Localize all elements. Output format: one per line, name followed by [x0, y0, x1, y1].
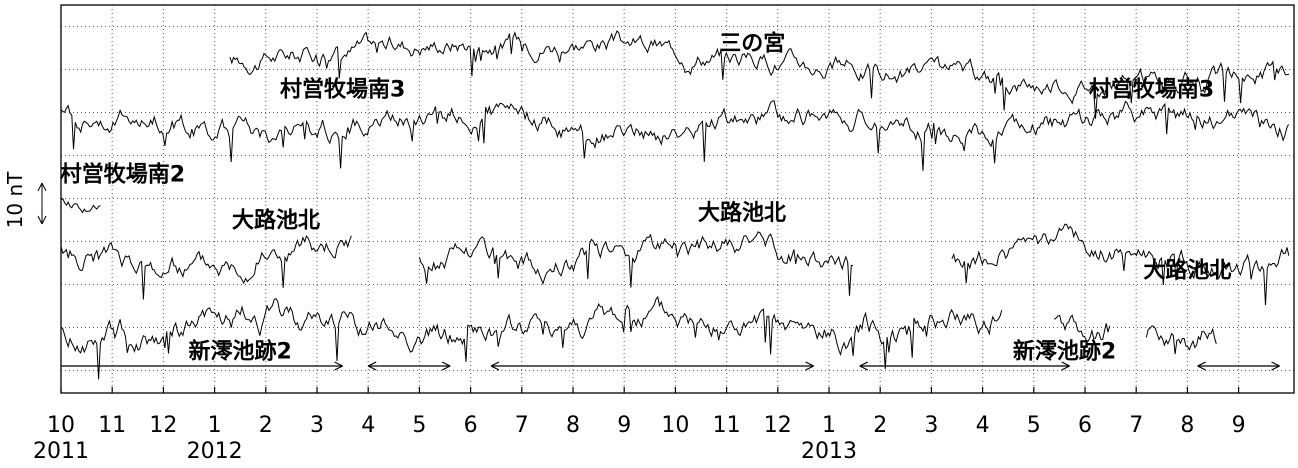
span-arrowhead-right [441, 361, 451, 371]
span-arrowhead-right [1061, 361, 1070, 371]
series-trace [951, 223, 1290, 306]
x-tick-label: 12 [764, 413, 792, 438]
x-tick-label: 3 [924, 413, 938, 438]
station-label: 新澪池跡2 [1013, 338, 1116, 364]
span-arrowhead-left [490, 361, 500, 371]
x-tick-label: 1 [208, 413, 222, 438]
x-tick-label: 11 [713, 413, 741, 438]
x-tick-label: 4 [976, 413, 990, 438]
station-label: 大路池北 [698, 200, 786, 226]
station-label: 村営牧場南2 [60, 161, 185, 187]
span-arrowhead-right [334, 361, 343, 371]
x-tick-label: 4 [361, 413, 375, 438]
series-trace [1054, 314, 1111, 342]
station-label: 新澪池跡2 [189, 338, 292, 364]
x-tick-label: 5 [1027, 413, 1041, 438]
span-arrowhead-right [1271, 361, 1280, 371]
series-trace [60, 197, 101, 214]
series-trace [60, 295, 1003, 380]
observation-spans [61, 361, 1280, 371]
x-tick-label: 10 [47, 413, 75, 438]
y-axis-label: 10 nT [3, 171, 27, 228]
plot-frame [60, 4, 1295, 394]
x-tick-label: 3 [310, 413, 324, 438]
x-tick-label: 7 [1129, 413, 1143, 438]
station-label: 大路池北 [232, 207, 320, 233]
station-label: 三の宮 [719, 30, 785, 56]
x-tick-label: 11 [98, 413, 126, 438]
x-tick-label: 8 [1180, 413, 1194, 438]
traces [60, 30, 1290, 380]
span-arrowhead-right [805, 361, 814, 371]
grid [61, 5, 1294, 393]
x-tick-label: 12 [149, 413, 177, 438]
x-tick-label: 9 [1232, 413, 1246, 438]
x-tick-label: 2 [873, 413, 887, 438]
x-tick-label: 1 [822, 413, 836, 438]
x-tick-label: 10 [661, 413, 689, 438]
station-label: 大路池北 [1143, 258, 1231, 284]
x-tick-label: 5 [412, 413, 426, 438]
series-trace [60, 100, 1289, 171]
year-label: 2012 [187, 439, 243, 464]
x-tick-label: 9 [617, 413, 631, 438]
span-arrowhead-left [1197, 361, 1206, 371]
year-label: 2013 [801, 439, 857, 464]
span-arrowhead-left [859, 361, 868, 371]
series-trace [418, 231, 854, 296]
x-tick-label: 8 [566, 413, 580, 438]
span-arrowhead-left [367, 361, 377, 371]
x-tick-label: 7 [515, 413, 529, 438]
x-tick-label: 2 [259, 413, 273, 438]
series-trace [60, 235, 352, 300]
station-label: 村営牧場南3 [280, 77, 405, 103]
scale-arrow [37, 182, 47, 225]
series-trace [229, 30, 1290, 119]
year-label: 2011 [33, 439, 89, 464]
series-trace [1145, 325, 1217, 355]
x-tick-label: 6 [464, 413, 478, 438]
station-label: 村営牧場南3 [1089, 77, 1214, 103]
x-tick-label: 6 [1078, 413, 1092, 438]
